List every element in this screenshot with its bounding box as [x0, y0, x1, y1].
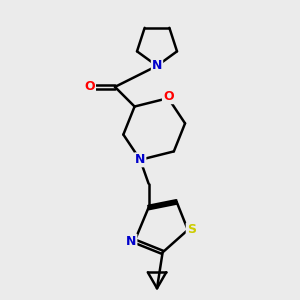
Text: N: N: [135, 153, 146, 166]
Text: N: N: [126, 235, 136, 248]
Text: N: N: [152, 59, 162, 72]
Text: S: S: [187, 224, 196, 236]
Text: O: O: [84, 80, 95, 93]
Text: O: O: [163, 90, 173, 103]
